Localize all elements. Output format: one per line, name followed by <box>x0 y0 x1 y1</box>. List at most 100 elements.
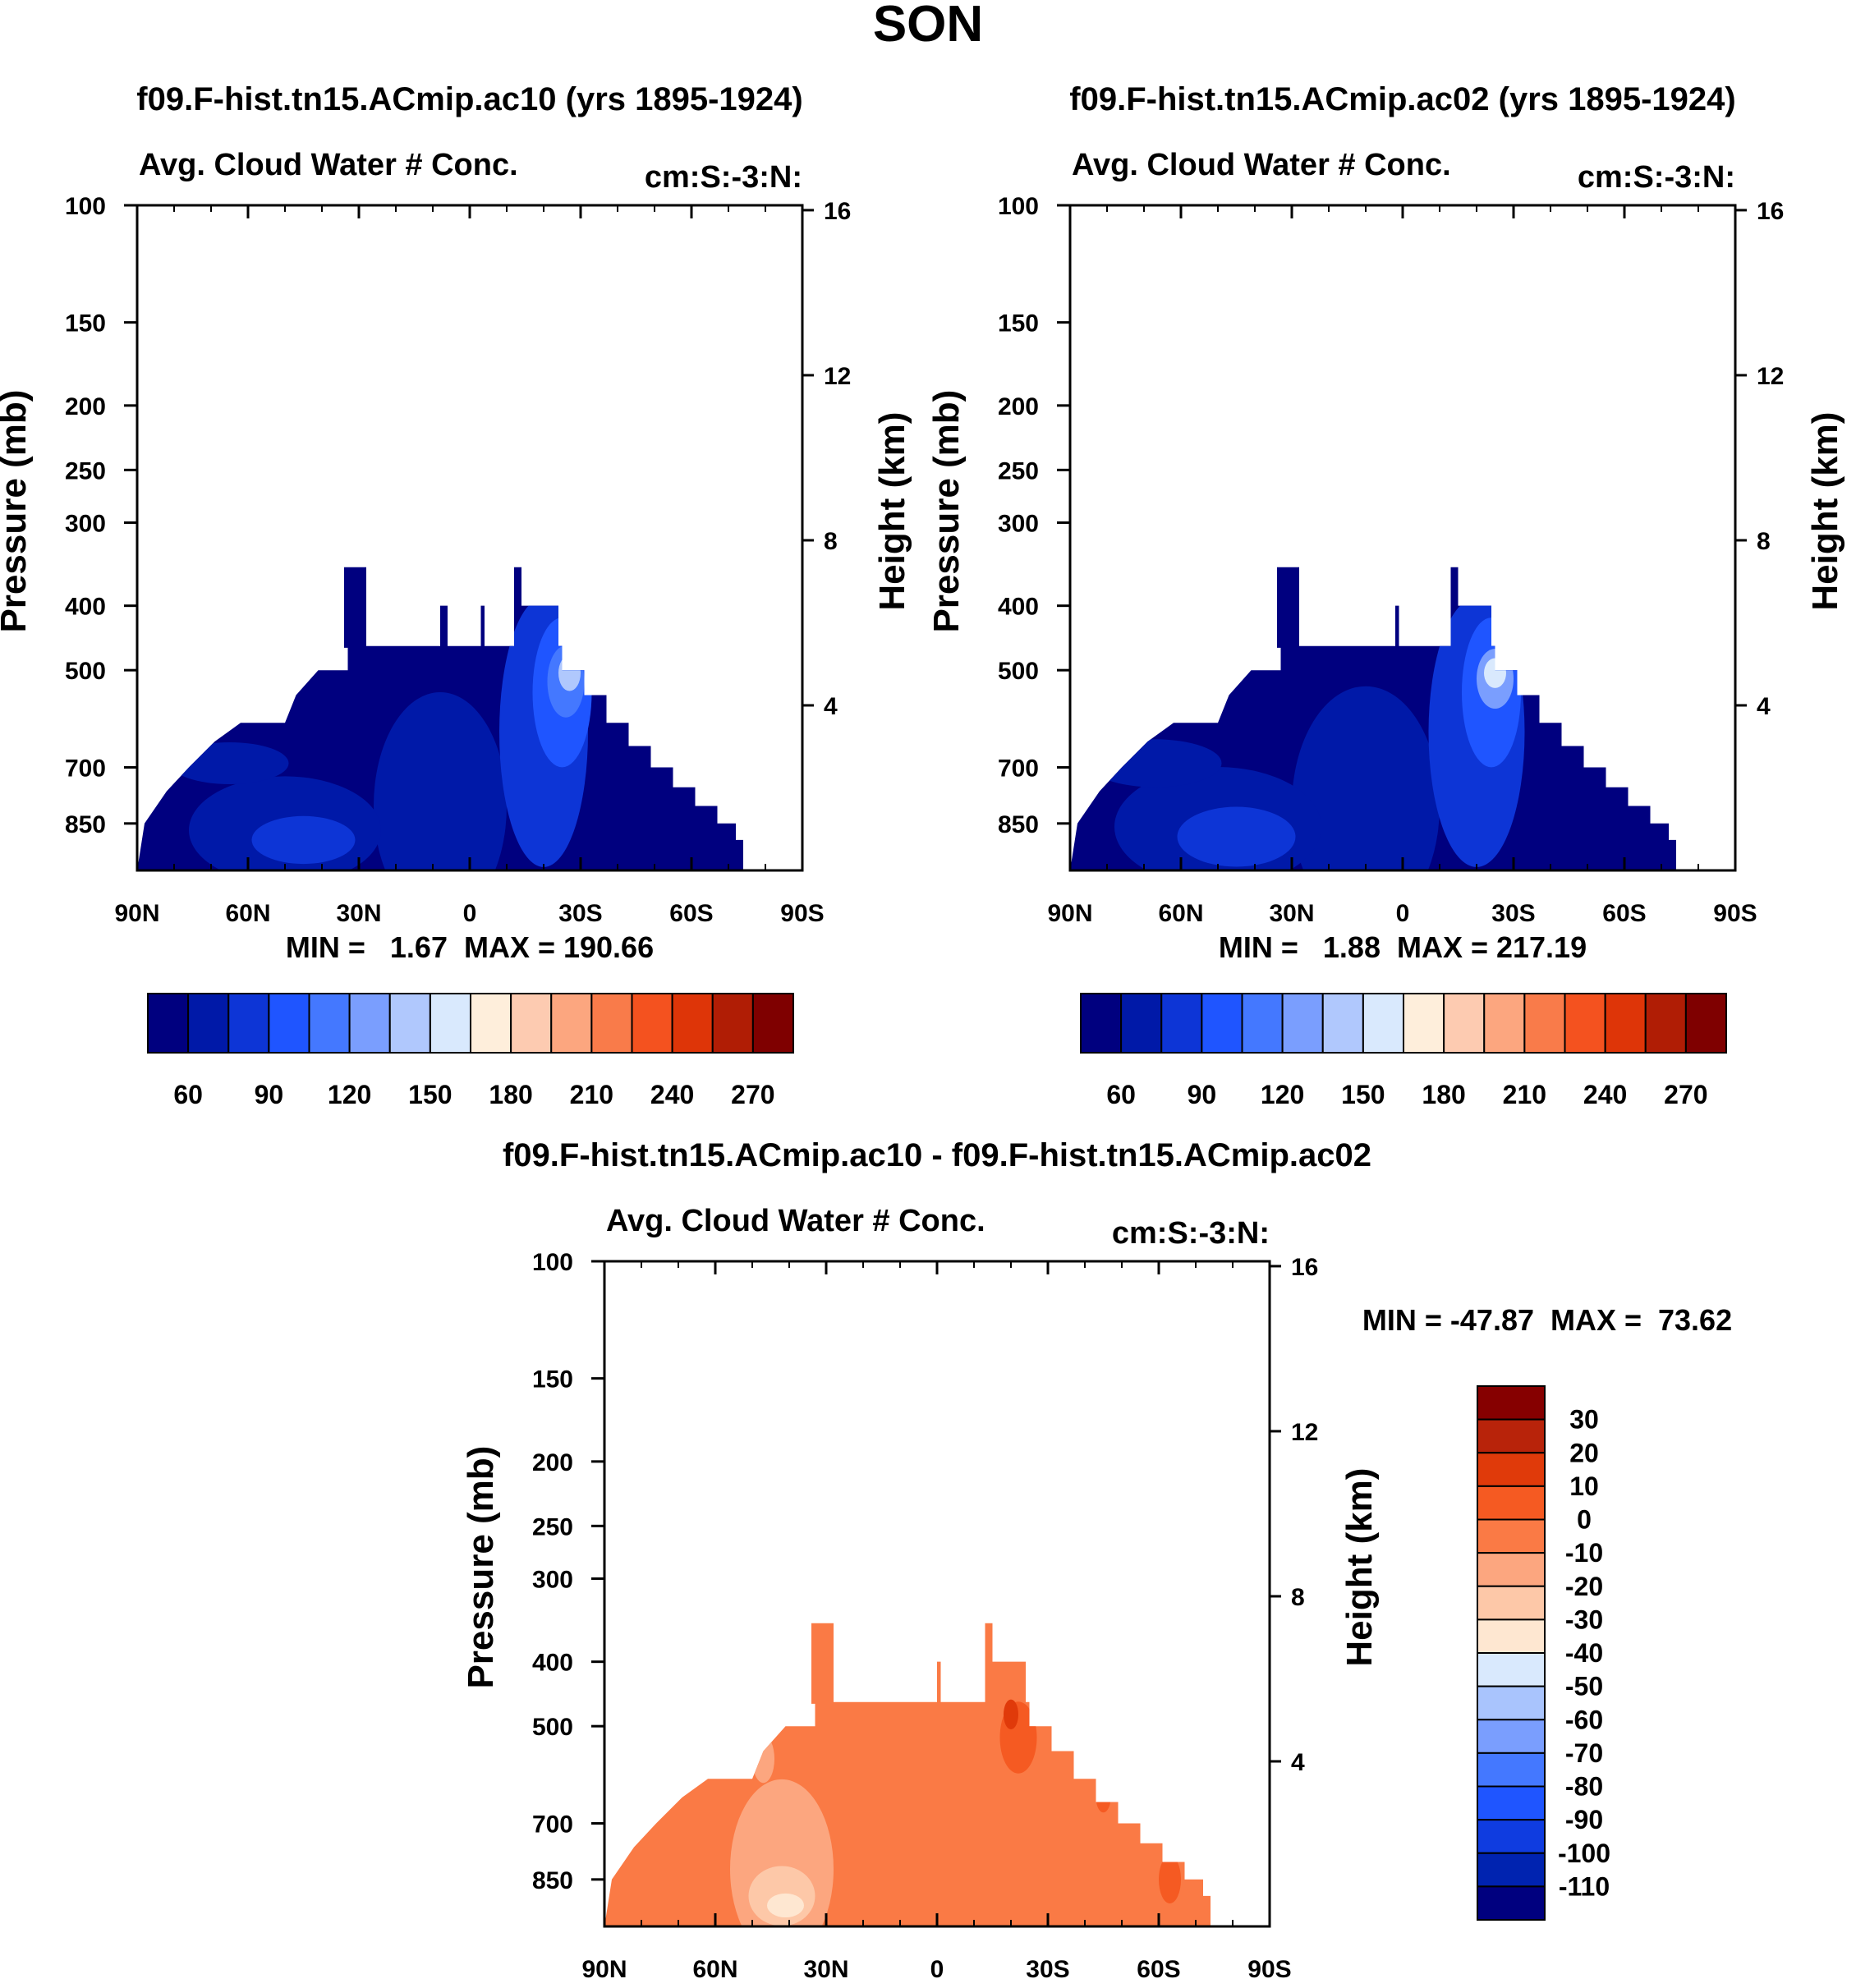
y-tick-label: 500 <box>998 658 1039 685</box>
colorbar-label: 0 <box>1577 1505 1592 1535</box>
right-tick-label: 16 <box>1291 1254 1318 1281</box>
x-tick-label: 90S <box>780 900 824 927</box>
y-tick-label: 700 <box>532 1811 573 1839</box>
units-label: cm:S:-3:N: <box>1578 160 1735 195</box>
y-tick-label: 200 <box>998 393 1039 420</box>
colorbar-swatch <box>1564 993 1606 1054</box>
variable-label: Avg. Cloud Water # Conc. <box>606 1204 985 1238</box>
right-axis-title: Height (km) <box>1805 412 1845 611</box>
x-tick-label: 60S <box>669 900 713 927</box>
y-tick-label: 300 <box>65 510 106 537</box>
y-tick-label: 700 <box>65 755 106 783</box>
x-tick-label: 0 <box>1396 900 1410 927</box>
panel-title: f09.F-hist.tn15.ACmip.ac10 (yrs 1895-192… <box>136 81 802 117</box>
right-tick-label: 12 <box>824 363 851 390</box>
colorbar-swatch <box>1477 1885 1546 1921</box>
y-tick-label: 850 <box>65 811 106 838</box>
colorbar-label: 10 <box>1569 1471 1599 1501</box>
colorbar-swatch <box>1281 993 1324 1054</box>
colorbar-label: -20 <box>1565 1572 1603 1601</box>
colorbar-swatch <box>1160 993 1203 1054</box>
colorbar-label: 180 <box>489 1080 532 1109</box>
min-max-stats: MIN = -47.87 MAX = 73.62 <box>1362 1303 1732 1337</box>
y-tick-label: 200 <box>65 393 106 420</box>
y-axis-title: Pressure (mb) <box>461 1446 501 1689</box>
right-tick-label: 4 <box>824 693 838 720</box>
colorbar-swatch <box>388 993 431 1054</box>
y-tick-label: 700 <box>998 755 1039 783</box>
contour-feature <box>1159 1855 1181 1903</box>
right-tick-label: 16 <box>824 198 851 225</box>
x-tick-label: 90N <box>1047 900 1092 927</box>
right-axis-title: Height (km) <box>1339 1468 1380 1667</box>
right-tick-label: 4 <box>1757 693 1771 720</box>
colorbar-swatch <box>470 993 512 1054</box>
y-tick-label: 250 <box>998 457 1039 484</box>
colorbar-swatch <box>1483 993 1526 1054</box>
colorbar-label: 270 <box>1664 1080 1707 1109</box>
colorbar-label: 210 <box>570 1080 613 1109</box>
units-label: cm:S:-3:N: <box>1112 1216 1270 1251</box>
y-tick-label: 250 <box>65 457 106 484</box>
colorbar-swatch <box>1477 1618 1546 1654</box>
colorbar-swatch <box>550 993 593 1054</box>
x-tick-label: 30N <box>1269 900 1314 927</box>
colorbar-swatch <box>308 993 351 1054</box>
colorbar-label: -100 <box>1558 1839 1610 1868</box>
min-max-stats: MIN = 1.67 MAX = 190.66 <box>286 930 654 964</box>
figure-title: SON <box>873 0 983 53</box>
colorbar-label: -10 <box>1565 1538 1603 1568</box>
colorbar-swatch <box>1321 993 1364 1054</box>
right-tick-label: 4 <box>1291 1749 1305 1776</box>
colorbar-label: -110 <box>1559 1871 1610 1901</box>
y-axis-title: Pressure (mb) <box>926 390 967 633</box>
colorbar-swatch <box>348 993 391 1054</box>
colorbar-label: 180 <box>1422 1080 1465 1109</box>
colorbar-label: 270 <box>731 1080 774 1109</box>
x-tick-label: 30S <box>1491 900 1535 927</box>
y-tick-label: 400 <box>65 594 106 621</box>
colorbar-swatch <box>1477 1819 1546 1854</box>
y-tick-label: 300 <box>532 1566 573 1593</box>
colorbar-label: 120 <box>1261 1080 1304 1109</box>
colorbar-label: 20 <box>1569 1438 1599 1467</box>
y-tick-label: 500 <box>65 658 106 685</box>
right-tick-label: 8 <box>1757 528 1771 555</box>
variable-label: Avg. Cloud Water # Conc. <box>139 148 518 182</box>
colorbar-swatch <box>671 993 714 1054</box>
colorbar-swatch <box>1477 1385 1546 1421</box>
colorbar-label: 30 <box>1569 1405 1599 1435</box>
colorbar-swatch <box>1523 993 1566 1054</box>
colorbar-label: 210 <box>1503 1080 1546 1109</box>
contour-feature <box>767 1893 804 1918</box>
colorbar-label: -50 <box>1565 1672 1603 1701</box>
colorbar-swatch <box>1477 1852 1546 1888</box>
colorbar-swatch <box>631 993 673 1054</box>
colorbar-label: -80 <box>1565 1772 1603 1802</box>
y-axis-title: Pressure (mb) <box>0 390 34 633</box>
y-tick-label: 100 <box>65 193 106 220</box>
colorbar-label: 90 <box>255 1080 284 1109</box>
colorbar-label: 150 <box>408 1080 452 1109</box>
colorbar-swatch <box>751 993 794 1054</box>
colorbar-label: 60 <box>173 1080 203 1109</box>
contour-feature <box>1177 806 1296 867</box>
colorbar-swatch <box>227 993 270 1054</box>
x-tick-label: 60N <box>225 900 270 927</box>
x-tick-label: 30N <box>803 1956 848 1983</box>
x-tick-label: 90S <box>1713 900 1757 927</box>
x-tick-label: 90S <box>1247 1956 1291 1983</box>
colorbar-swatch <box>1684 993 1727 1054</box>
contour-feature <box>1004 1699 1018 1730</box>
colorbar-swatch <box>510 993 553 1054</box>
colorbar-swatch <box>429 993 471 1054</box>
right-tick-label: 8 <box>1291 1584 1305 1611</box>
colorbar-swatch <box>1477 1685 1546 1721</box>
colorbar-label: 90 <box>1188 1080 1217 1109</box>
x-tick-label: 60S <box>1602 900 1646 927</box>
x-tick-label: 0 <box>463 900 477 927</box>
colorbar-swatch <box>1477 1585 1546 1621</box>
colorbar-swatch <box>1644 993 1687 1054</box>
colorbar-label: -60 <box>1565 1705 1603 1734</box>
